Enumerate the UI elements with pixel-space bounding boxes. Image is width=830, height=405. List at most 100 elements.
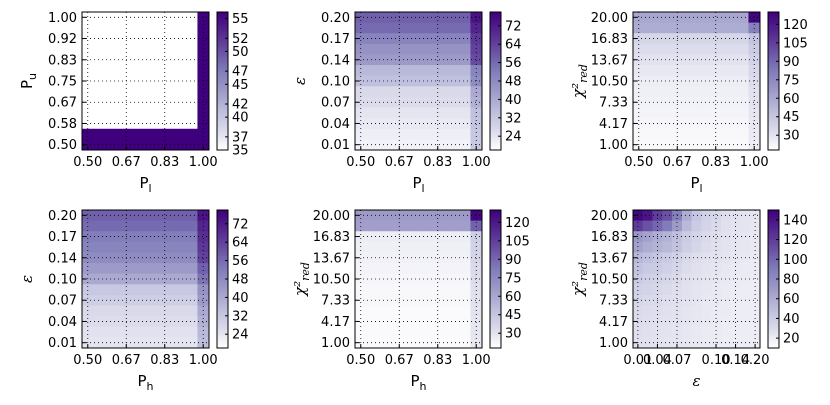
heatmap-cell <box>197 241 210 253</box>
heatmap-cell <box>151 241 164 253</box>
y-tick-label: 0.14 <box>321 53 350 68</box>
heatmap-cell <box>725 86 738 98</box>
heatmap-cell <box>633 210 644 222</box>
heatmap-cell <box>656 86 669 98</box>
heatmap-cell <box>633 128 645 140</box>
colorbar-segment <box>217 117 228 121</box>
heatmap-cell <box>652 326 663 338</box>
heatmap-cell <box>736 107 749 119</box>
colorbar-segment <box>490 64 501 68</box>
heatmap-cell <box>644 128 657 140</box>
heatmap-cell <box>151 231 164 243</box>
heatmap-cell <box>435 118 448 130</box>
heatmap-cell <box>470 65 483 77</box>
heatmap-cell <box>174 139 187 151</box>
heatmap-cell <box>736 22 749 34</box>
heatmap-cell <box>458 65 471 77</box>
heatmap-cell <box>412 54 425 66</box>
heatmap-cell <box>366 118 379 130</box>
heatmap-cell <box>740 284 751 296</box>
colorbar-segment <box>768 315 779 319</box>
heatmap-cell <box>470 210 483 222</box>
heatmap-cell <box>458 305 471 317</box>
heatmap-cell <box>197 316 210 328</box>
colorbar-tick-label: 120 <box>783 233 808 248</box>
heatmap-cell <box>151 252 164 264</box>
heatmap-cell <box>470 96 483 108</box>
y-tick-label: 13.67 <box>591 251 628 266</box>
heatmap-cell <box>736 96 749 108</box>
heatmap-cell <box>105 75 118 87</box>
colorbar-segment <box>768 58 779 61</box>
heatmap-cell <box>139 305 152 317</box>
heatmap-cell <box>82 33 94 45</box>
heatmap-cell <box>447 107 460 119</box>
colorbar-segment <box>768 99 779 103</box>
heatmap-cell <box>644 107 657 119</box>
heatmap-cell <box>389 65 402 77</box>
heatmap-cell <box>401 326 414 338</box>
heatmap-cell <box>105 305 118 317</box>
heatmap-cell <box>105 65 118 77</box>
colorbar-tick-label: 120 <box>505 216 530 231</box>
colorbar-segment <box>217 23 228 27</box>
colorbar-segment <box>768 292 779 296</box>
heatmap-cell <box>736 128 749 140</box>
colorbar-segment <box>768 53 779 57</box>
heatmap-cell <box>151 65 164 77</box>
heatmap-cell <box>701 220 712 232</box>
heatmap-cell <box>642 337 653 349</box>
colorbar-segment <box>490 233 501 236</box>
heatmap-cell <box>740 326 751 338</box>
heatmap-cell <box>139 65 152 77</box>
colorbar-segment <box>217 32 228 36</box>
colorbar-tick-label: 105 <box>505 234 530 249</box>
heatmap-cell <box>162 107 175 119</box>
heatmap-cell <box>105 86 118 98</box>
heatmap-cell <box>690 128 703 140</box>
heatmap-cell <box>162 96 175 108</box>
heatmap-cell <box>662 220 673 232</box>
x-tick-label: 0.83 <box>423 353 452 368</box>
colorbar-tick-label: 40 <box>783 312 800 327</box>
heatmap-cell <box>151 33 164 45</box>
heatmap-cell <box>378 273 391 285</box>
heatmap-cell <box>642 210 653 222</box>
colorbar-segment <box>217 276 228 280</box>
x-tick-label: 1.00 <box>189 353 218 368</box>
heatmap-cell <box>185 241 198 253</box>
colorbar-segment <box>490 136 501 139</box>
colorbar-segment <box>768 30 779 34</box>
heatmap-cell <box>93 33 106 45</box>
heatmap-cell <box>691 263 702 275</box>
heatmap-cell <box>162 54 175 66</box>
heatmap-cell <box>366 22 379 34</box>
heatmap-cell <box>151 96 164 108</box>
colorbar-segment <box>768 81 779 84</box>
colorbar-segment <box>217 99 228 103</box>
colorbar-segment <box>217 83 228 86</box>
heatmap-cell <box>750 284 761 296</box>
colorbar-tick-label: 60 <box>783 292 800 307</box>
heatmap-cell <box>139 210 152 222</box>
heatmap-cell <box>162 316 175 328</box>
heatmap-cell <box>681 252 693 264</box>
heatmap-cell <box>424 241 437 253</box>
colorbar-segment <box>217 14 228 17</box>
y-tick-label: 20.00 <box>313 209 350 224</box>
heatmap-cell <box>93 128 106 140</box>
heatmap-cell <box>713 107 726 119</box>
heatmap-cell <box>162 326 175 338</box>
colorbar-segment <box>768 242 779 245</box>
colorbar-segment <box>768 276 779 280</box>
colorbar-segment <box>217 120 228 123</box>
heatmap-cell <box>82 252 94 264</box>
colorbar-segment <box>217 320 228 324</box>
y-tick-label: 0.20 <box>321 11 350 26</box>
heatmap-cell <box>725 118 738 130</box>
colorbar-segment <box>490 101 501 105</box>
heatmap-cell <box>139 241 152 253</box>
heatmap-cell <box>424 107 437 119</box>
y-tick-label: 4.17 <box>599 315 628 330</box>
heatmap-cell <box>355 294 367 306</box>
